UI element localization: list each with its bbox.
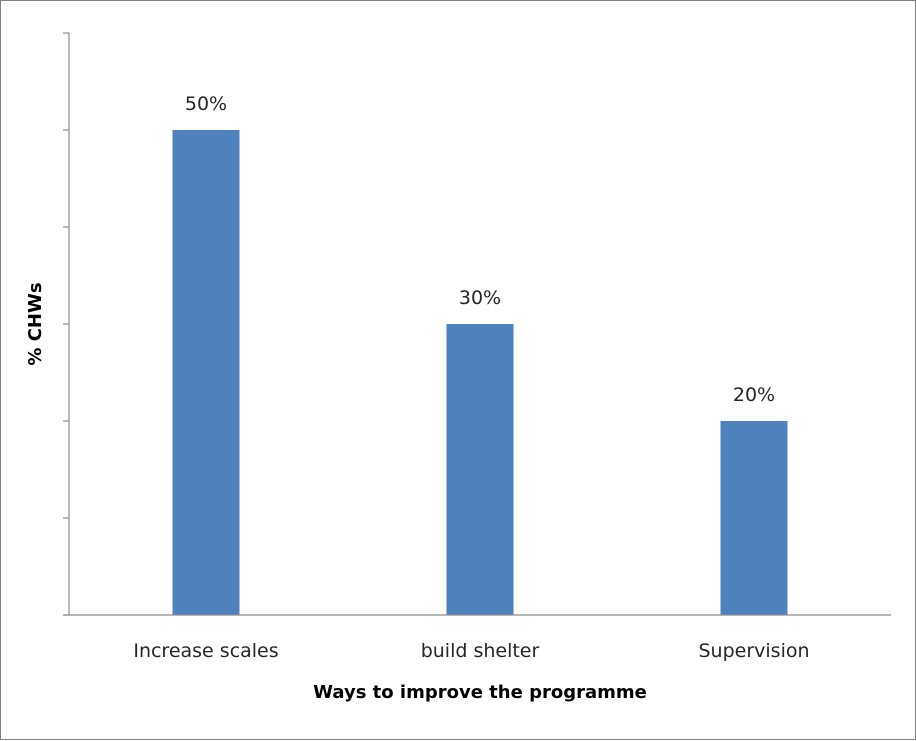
category-label-0: Increase scales: [133, 640, 278, 662]
data-labels: 50% 30% 20%: [185, 93, 775, 406]
bar-2: [720, 421, 788, 615]
bar-0: [172, 130, 240, 615]
data-label-0: 50%: [185, 93, 227, 115]
y-axis-title: % CHWs: [25, 282, 46, 365]
category-label-1: build shelter: [421, 640, 540, 662]
bars: [172, 130, 788, 615]
data-label-1: 30%: [459, 287, 501, 309]
category-labels: Increase scales build shelter Supervision: [133, 640, 809, 662]
data-label-2: 20%: [733, 384, 775, 406]
x-axis-title: Ways to improve the programme: [313, 682, 647, 703]
y-axis-ticks: [63, 32, 69, 616]
bar-1: [446, 324, 514, 615]
category-label-2: Supervision: [698, 640, 809, 662]
